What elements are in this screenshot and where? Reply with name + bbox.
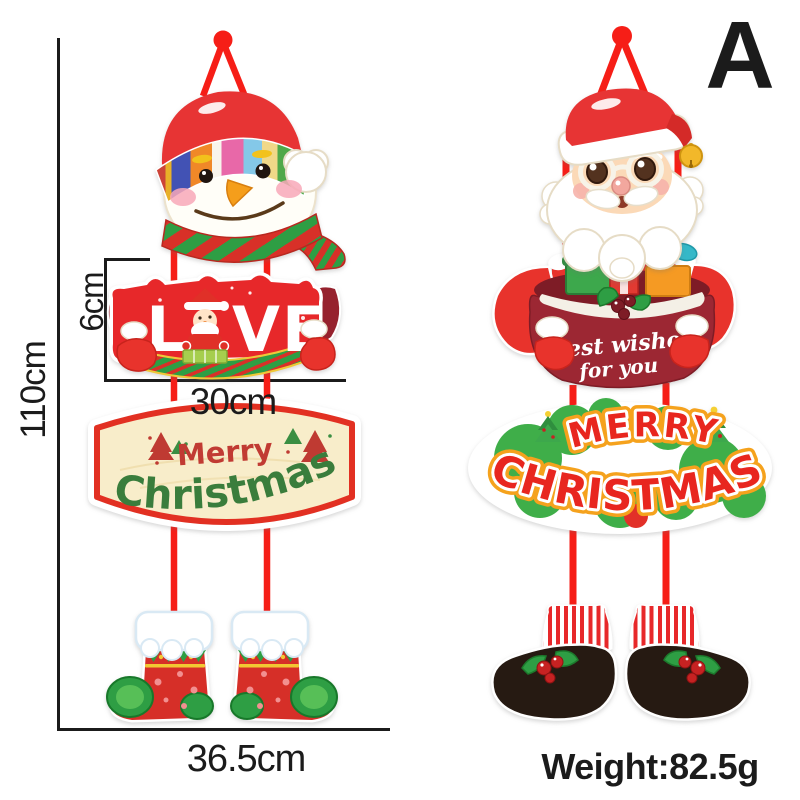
hanger-string-triangle-right xyxy=(618,36,649,96)
santa-nose xyxy=(611,176,631,196)
cheek-left xyxy=(573,183,589,199)
total-height-label: 110cm xyxy=(14,341,53,439)
cheek-right xyxy=(276,180,302,198)
eye-glint xyxy=(589,163,597,171)
sign-height-label: 6cm xyxy=(73,272,110,332)
wood-grain xyxy=(119,457,301,471)
mitten-left xyxy=(116,338,157,372)
hanger-string-triangle-right xyxy=(219,40,248,96)
mitten-cuff-left xyxy=(535,316,569,340)
weight-label: Weight:82.5g xyxy=(541,746,759,787)
eyebrow-right xyxy=(252,149,272,159)
snowman-door-hanger: Merry Christmas L VE xyxy=(88,30,361,723)
total-width-label: 36.5cm xyxy=(186,737,307,780)
tree-decoration-left xyxy=(148,432,188,465)
eye-glint xyxy=(637,160,645,168)
sign-height-dimension-line xyxy=(104,258,107,382)
mustache-right xyxy=(623,185,659,207)
bell-icon xyxy=(679,143,703,168)
eyebrow-left xyxy=(192,154,212,164)
wood-grain xyxy=(139,476,321,489)
smile xyxy=(194,201,285,221)
elf-boot-right xyxy=(627,606,748,719)
banner-word-merry: Merry xyxy=(176,432,274,473)
eye-right xyxy=(255,163,271,179)
snowman-head xyxy=(155,91,346,271)
christmas-stocking-right xyxy=(231,612,337,720)
hat-highlight xyxy=(198,102,226,114)
variant-label: A xyxy=(705,2,775,109)
mitten-cuff-left xyxy=(120,321,148,341)
eye-glint xyxy=(259,166,263,170)
snow-dots xyxy=(158,286,305,348)
santa-door-hanger: MERRY MERRY CHRISTMAS CHRISTMAS xyxy=(468,26,775,721)
holly-decoration xyxy=(521,650,579,684)
beard-tip xyxy=(609,257,635,279)
santa-mitten-left xyxy=(534,336,575,371)
sign-red-circle xyxy=(624,504,648,528)
scarf xyxy=(161,212,323,263)
merry-christmas-sign: MERRY MERRY CHRISTMAS CHRISTMAS xyxy=(468,398,775,534)
stocking-gold-band xyxy=(145,664,205,668)
holly-on-bag xyxy=(597,286,652,320)
hanger-dot xyxy=(612,26,632,46)
dimension-lines xyxy=(57,38,390,731)
santa-head xyxy=(539,88,704,282)
stocking-polka-dots xyxy=(154,671,198,709)
hat-tip xyxy=(666,114,692,148)
elf-boot-left xyxy=(491,604,618,721)
mini-santa-icon xyxy=(180,288,230,364)
santa-mitten-right xyxy=(669,334,710,369)
love-sign: L VE xyxy=(106,272,342,380)
mitten-cuff-right xyxy=(675,314,709,338)
sign-height-tick xyxy=(104,258,150,261)
nose-glint xyxy=(615,180,621,186)
sign-width-dimension-line xyxy=(104,379,346,382)
santa-hat xyxy=(565,88,680,146)
gift-bag-rim xyxy=(539,292,705,319)
mitten-cuff-right xyxy=(300,319,328,339)
glasses-bridge xyxy=(611,164,630,173)
eye-left xyxy=(199,169,213,183)
sign-green-circles xyxy=(494,398,766,528)
stocking-cuff-bumps xyxy=(140,638,204,661)
cheek-left xyxy=(170,188,196,206)
mustache-left xyxy=(585,188,621,210)
width-dimension-line xyxy=(57,728,390,731)
eye-glint xyxy=(202,171,206,175)
hanger-string-triangle-left xyxy=(199,40,227,98)
christmas-stocking-left xyxy=(106,610,214,723)
merry-christmas-banner: Merry Christmas xyxy=(88,396,361,531)
height-dimension-line xyxy=(57,38,60,731)
hanger-dot xyxy=(213,30,233,50)
carrot-nose xyxy=(226,179,254,208)
hat-highlight xyxy=(591,98,621,110)
tree-decoration-right xyxy=(284,428,332,462)
stocking-toe-highlight xyxy=(116,685,144,709)
sign-tree-right xyxy=(699,406,729,442)
sign-width-label: 30cm xyxy=(189,381,277,422)
sign-tree-left xyxy=(535,411,561,442)
gift-box-orange xyxy=(645,265,691,297)
hanger-string-triangle-left xyxy=(596,36,626,98)
mitten-right xyxy=(299,336,336,371)
eye-right xyxy=(634,157,656,181)
